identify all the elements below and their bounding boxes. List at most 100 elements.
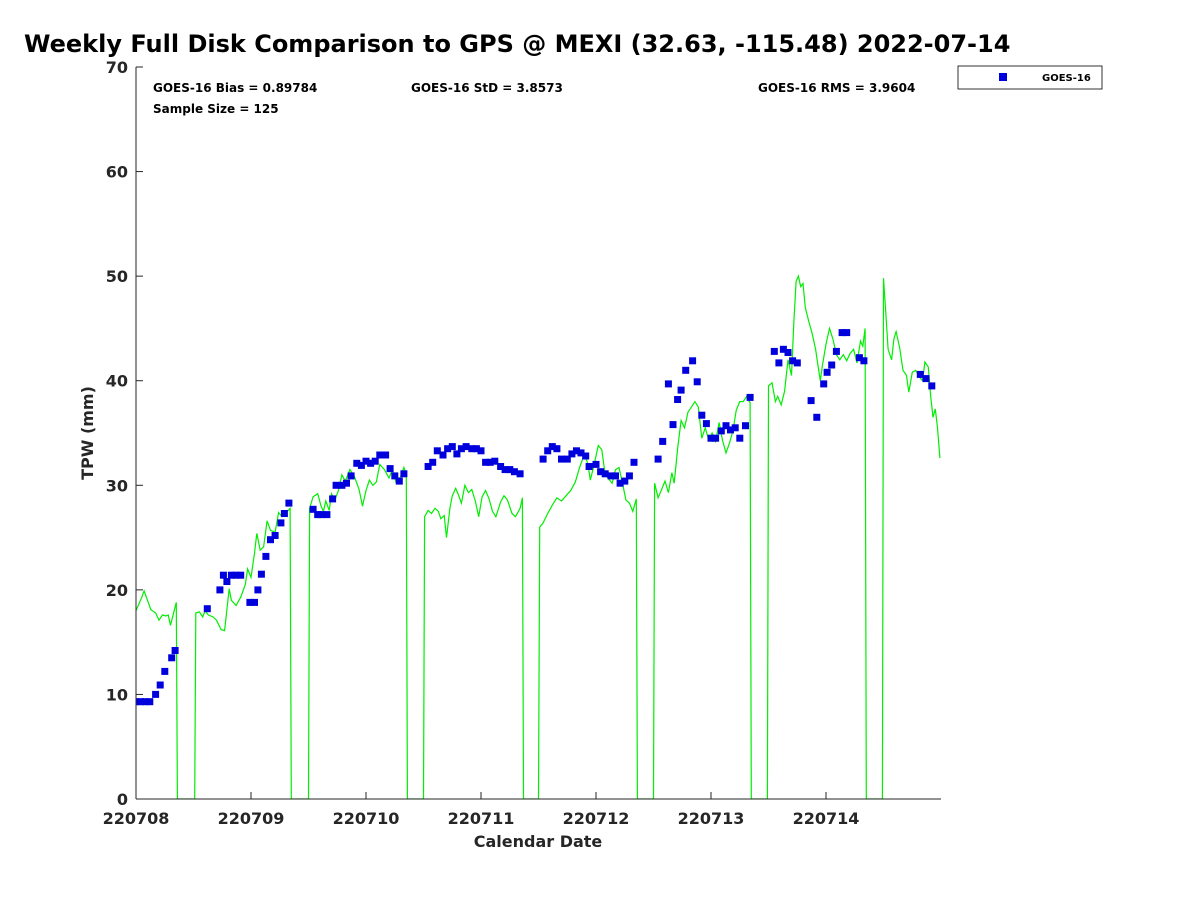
data-point	[820, 380, 828, 388]
data-point	[357, 461, 365, 469]
data-point	[731, 424, 739, 432]
data-point	[630, 458, 638, 466]
data-point	[171, 647, 179, 654]
data-point	[558, 455, 565, 463]
data-point	[376, 451, 384, 459]
data-point	[707, 434, 715, 442]
x-axis-label: Calendar Date	[474, 832, 603, 851]
data-point	[510, 468, 518, 476]
data-point	[712, 434, 720, 442]
data-point	[216, 586, 224, 594]
data-point	[677, 386, 685, 394]
data-point	[838, 329, 846, 337]
data-point	[482, 458, 490, 466]
data-point	[664, 380, 672, 388]
data-point	[813, 413, 821, 421]
data-point	[277, 519, 285, 527]
x-tick-label: 220711	[448, 809, 515, 828]
data-point	[246, 598, 254, 606]
x-tick-label: 220710	[333, 809, 400, 828]
data-point	[582, 452, 590, 460]
data-point	[468, 445, 476, 453]
stat-std: GOES-16 StD = 3.8573	[411, 81, 563, 95]
y-tick-label: 10	[106, 685, 128, 704]
data-point	[497, 463, 505, 470]
stat-sample-size: Sample Size = 125	[153, 102, 279, 116]
data-point	[516, 470, 524, 478]
data-point	[332, 481, 340, 489]
data-point	[280, 510, 288, 517]
data-point	[843, 329, 851, 337]
data-point	[722, 422, 730, 430]
data-point	[491, 457, 499, 465]
data-point	[439, 451, 447, 459]
data-point	[227, 571, 235, 579]
data-point	[669, 421, 677, 429]
data-point	[855, 354, 863, 362]
data-point	[362, 457, 370, 465]
data-point	[659, 437, 667, 445]
data-point	[367, 459, 375, 467]
data-point	[823, 368, 831, 376]
data-point	[674, 396, 682, 403]
data-point	[203, 605, 211, 613]
data-point	[746, 393, 754, 401]
data-point	[262, 552, 270, 560]
data-point	[607, 472, 615, 480]
data-point	[577, 449, 585, 457]
data-point	[462, 443, 470, 451]
data-point	[548, 443, 556, 451]
data-point	[453, 450, 461, 458]
data-point	[742, 422, 749, 430]
y-tick-label: 30	[106, 476, 128, 495]
data-point	[329, 495, 337, 503]
data-point	[501, 466, 509, 474]
data-point	[698, 411, 706, 419]
data-point	[807, 397, 815, 405]
data-point	[832, 347, 840, 355]
data-point	[271, 532, 279, 539]
data-point	[382, 451, 390, 459]
series-line-0	[136, 274, 941, 799]
data-point	[553, 445, 561, 453]
data-point	[928, 382, 936, 390]
data-point	[137, 698, 145, 706]
data-point	[775, 359, 783, 367]
data-point	[693, 378, 701, 386]
data-point	[506, 466, 514, 474]
x-tick-label: 220709	[218, 809, 285, 828]
legend-marker	[999, 73, 1007, 81]
data-point	[568, 450, 576, 458]
y-tick-label: 70	[106, 58, 128, 77]
data-point	[539, 455, 547, 463]
data-point	[597, 468, 605, 476]
y-axis-label: TPW (mm)	[78, 386, 97, 480]
data-point	[573, 447, 580, 455]
data-point	[257, 570, 265, 578]
data-point	[353, 459, 361, 467]
data-point	[828, 361, 836, 369]
data-point	[267, 536, 274, 544]
x-tick-label: 220712	[563, 809, 630, 828]
stat-rms: GOES-16 RMS = 3.9604	[758, 81, 915, 95]
x-tick-label: 220714	[793, 809, 860, 828]
data-point	[146, 698, 154, 706]
data-point	[141, 698, 149, 706]
data-point	[793, 359, 801, 367]
data-point	[338, 481, 346, 489]
data-point	[682, 366, 690, 374]
data-point	[472, 445, 480, 453]
legend: GOES-16	[957, 65, 1103, 90]
data-point	[433, 447, 441, 455]
data-point	[343, 479, 350, 487]
data-point	[621, 477, 629, 485]
data-point	[232, 571, 240, 579]
data-point	[457, 445, 465, 453]
data-point	[152, 690, 160, 698]
data-point	[717, 427, 725, 435]
y-tick-label: 20	[106, 581, 128, 600]
data-point	[736, 434, 744, 442]
stat-bias: GOES-16 Bias = 0.89784	[153, 81, 317, 95]
data-point	[563, 455, 571, 463]
